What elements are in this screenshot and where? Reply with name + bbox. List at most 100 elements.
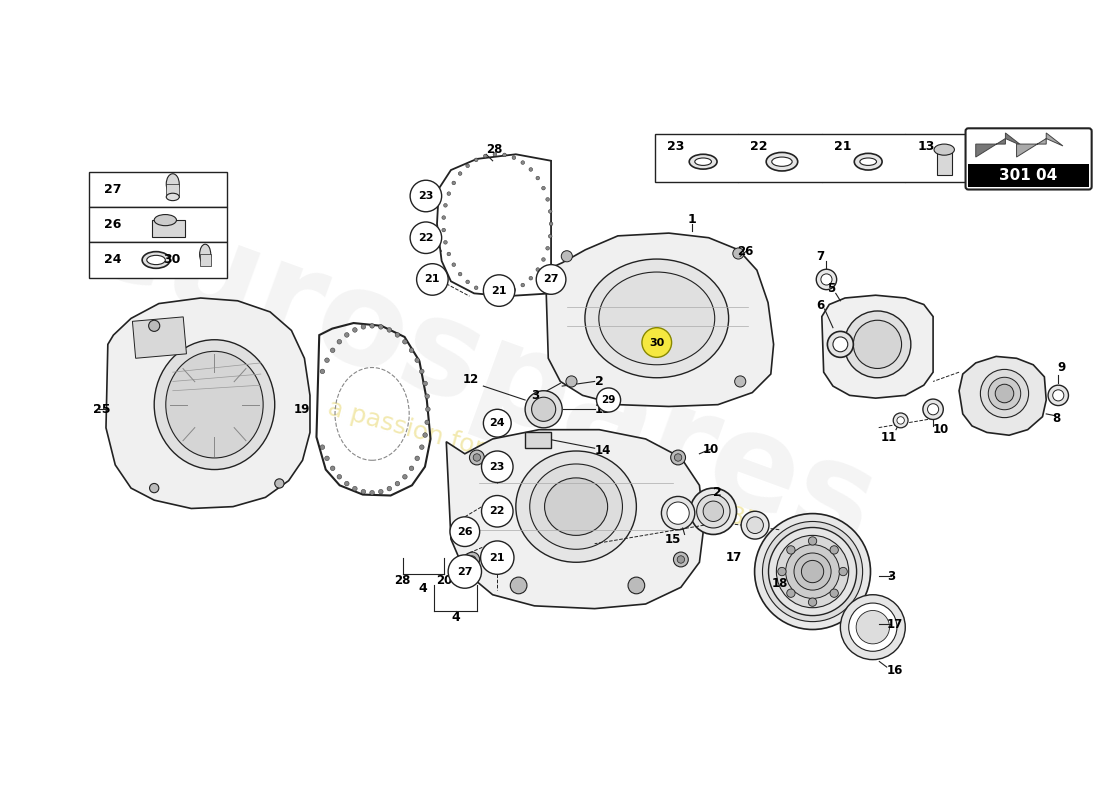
Circle shape	[387, 327, 392, 332]
Ellipse shape	[860, 158, 877, 166]
Ellipse shape	[747, 517, 763, 534]
Circle shape	[786, 589, 795, 598]
Circle shape	[422, 381, 428, 386]
Circle shape	[531, 398, 556, 422]
Ellipse shape	[762, 522, 862, 622]
Circle shape	[370, 323, 374, 328]
Ellipse shape	[199, 244, 211, 265]
Circle shape	[361, 490, 365, 494]
Ellipse shape	[741, 511, 769, 539]
Ellipse shape	[1048, 385, 1068, 406]
Ellipse shape	[703, 501, 724, 522]
Text: 12: 12	[462, 373, 478, 386]
Circle shape	[561, 250, 572, 262]
Ellipse shape	[166, 174, 179, 194]
Circle shape	[473, 454, 481, 461]
Circle shape	[409, 466, 414, 470]
Ellipse shape	[690, 154, 717, 169]
Circle shape	[370, 490, 374, 495]
Circle shape	[565, 376, 578, 387]
Circle shape	[353, 327, 358, 332]
Text: 15: 15	[664, 533, 681, 546]
Ellipse shape	[142, 252, 170, 268]
Ellipse shape	[896, 417, 904, 424]
Ellipse shape	[849, 603, 896, 651]
Circle shape	[735, 376, 746, 387]
Polygon shape	[447, 430, 704, 609]
Polygon shape	[976, 133, 1022, 157]
Text: 24: 24	[490, 418, 505, 428]
Bar	[166, 184, 179, 197]
Circle shape	[452, 181, 455, 185]
Circle shape	[320, 369, 324, 374]
Text: 21: 21	[834, 140, 851, 154]
Circle shape	[536, 265, 565, 294]
Text: 6: 6	[816, 299, 824, 312]
Ellipse shape	[988, 378, 1021, 410]
Ellipse shape	[996, 384, 1014, 402]
Ellipse shape	[530, 464, 623, 550]
Circle shape	[465, 280, 470, 284]
Circle shape	[324, 456, 329, 461]
Ellipse shape	[927, 404, 938, 415]
Circle shape	[150, 483, 158, 493]
Ellipse shape	[667, 502, 690, 524]
Circle shape	[493, 291, 497, 295]
Text: 23: 23	[667, 140, 684, 154]
Circle shape	[450, 517, 480, 546]
Ellipse shape	[934, 144, 955, 155]
Circle shape	[503, 291, 506, 294]
Circle shape	[447, 192, 451, 195]
Ellipse shape	[767, 153, 798, 171]
Ellipse shape	[923, 399, 944, 419]
Text: 27: 27	[458, 566, 473, 577]
Circle shape	[482, 451, 513, 482]
Ellipse shape	[785, 545, 839, 598]
Circle shape	[330, 466, 336, 470]
Polygon shape	[822, 295, 933, 398]
Circle shape	[337, 474, 342, 479]
Ellipse shape	[1053, 390, 1064, 401]
Circle shape	[425, 394, 429, 398]
Circle shape	[483, 410, 512, 437]
Text: 22: 22	[750, 140, 768, 154]
Circle shape	[529, 167, 532, 171]
Text: 29: 29	[602, 395, 616, 405]
Ellipse shape	[696, 494, 730, 528]
Bar	[199, 254, 211, 266]
Circle shape	[415, 456, 419, 461]
Text: 19: 19	[294, 402, 310, 416]
Text: 17: 17	[887, 618, 903, 631]
Text: 11: 11	[880, 430, 896, 443]
Circle shape	[808, 537, 816, 545]
Circle shape	[426, 407, 430, 411]
Circle shape	[452, 263, 455, 266]
Ellipse shape	[855, 154, 882, 170]
Text: 21: 21	[425, 274, 440, 285]
Text: 9: 9	[1057, 361, 1065, 374]
Text: 21: 21	[492, 286, 507, 295]
Circle shape	[320, 445, 324, 450]
Text: 22: 22	[418, 233, 433, 242]
Circle shape	[512, 156, 516, 159]
Text: 13: 13	[595, 402, 610, 416]
Circle shape	[442, 216, 446, 219]
Circle shape	[410, 180, 441, 212]
Circle shape	[778, 567, 786, 576]
Circle shape	[337, 339, 342, 344]
Circle shape	[525, 390, 562, 428]
Bar	[89, 207, 227, 242]
Circle shape	[465, 164, 470, 168]
Circle shape	[830, 546, 838, 554]
Circle shape	[671, 450, 685, 465]
Text: 14: 14	[595, 445, 610, 458]
Text: a passion for excellence since 1985: a passion for excellence since 1985	[324, 395, 762, 534]
Ellipse shape	[840, 594, 905, 660]
Circle shape	[521, 283, 525, 287]
Ellipse shape	[777, 535, 849, 608]
Ellipse shape	[844, 311, 911, 378]
Text: 27: 27	[543, 274, 559, 285]
Circle shape	[674, 454, 682, 461]
Text: 20: 20	[437, 574, 452, 587]
Circle shape	[484, 290, 487, 294]
